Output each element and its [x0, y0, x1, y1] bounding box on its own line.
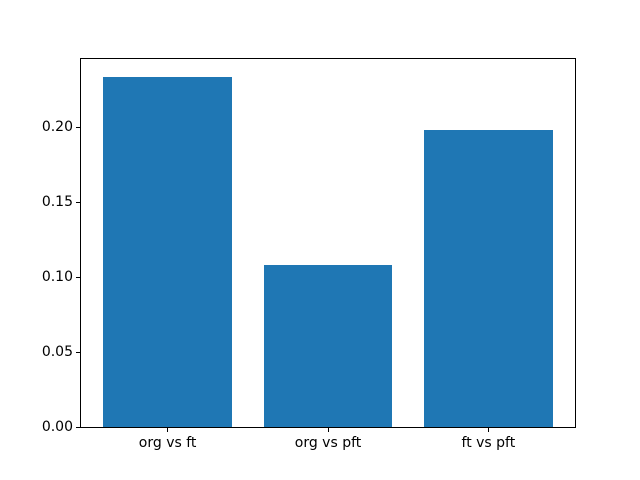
x-tick-mark — [327, 428, 329, 432]
y-tick-label: 0.00 — [41, 419, 73, 435]
y-tick-mark — [76, 351, 80, 353]
bar-org-vs-pft — [263, 265, 393, 427]
x-tick-mark — [487, 428, 489, 432]
y-tick-label: 0.10 — [41, 269, 73, 286]
x-tick-mark — [167, 428, 169, 432]
y-tick-label: 0.20 — [41, 119, 73, 136]
y-tick-mark — [76, 126, 80, 128]
y-tick-label: 0.05 — [41, 344, 73, 361]
y-tick-mark — [76, 426, 80, 428]
y-tick-mark — [76, 201, 80, 203]
y-tick-label: 0.15 — [41, 194, 73, 211]
x-tick-label: org vs pft — [294, 435, 362, 451]
plot-area: 0.00 0.05 0.10 0.15 0.20 org vs ft org vs pft f… — [42, 58, 576, 450]
x-tick-label: org vs ft — [138, 435, 197, 451]
bar-org-vs-ft — [103, 76, 232, 427]
x-tick-label: ft vs pft — [461, 435, 516, 451]
bar-ft-vs-pft — [424, 130, 553, 427]
y-tick-mark — [76, 276, 80, 278]
